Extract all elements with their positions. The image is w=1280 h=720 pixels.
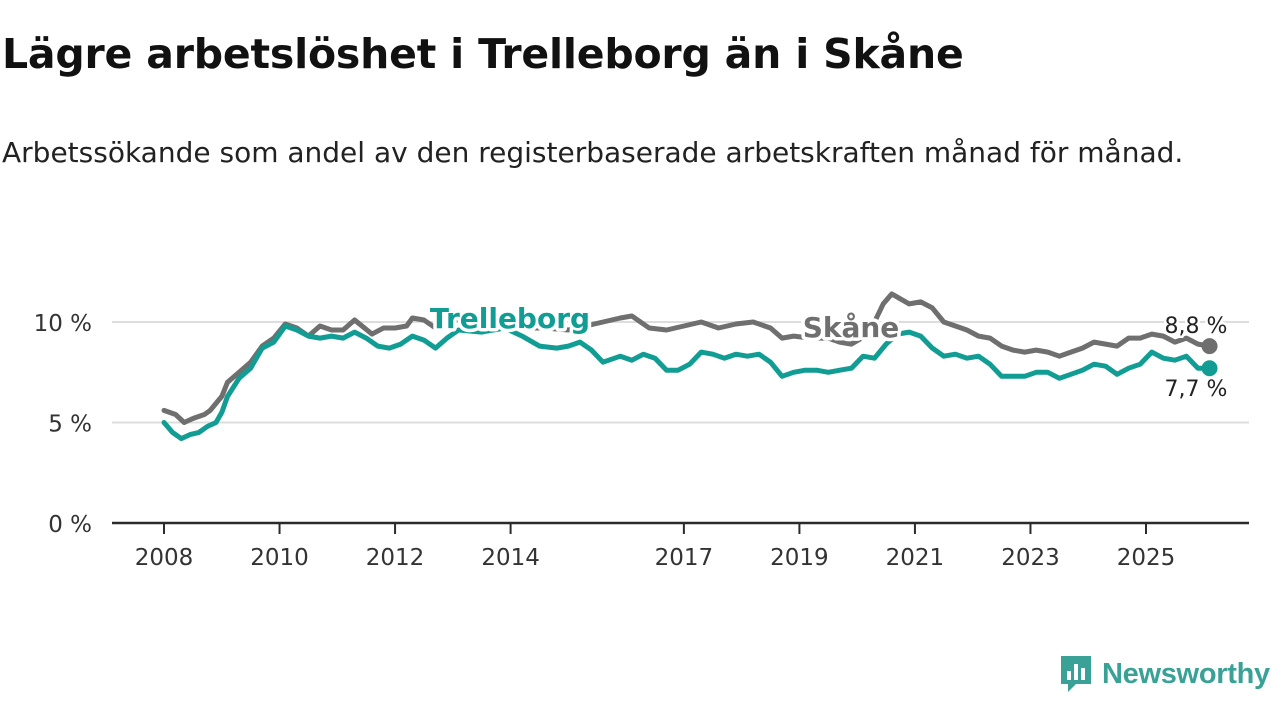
end-value-label-skåne: 8,8 % [1165,314,1228,339]
chart-subtitle: Arbetssökande som andel av den registerb… [2,136,1184,169]
x-tick-label: 2023 [1001,545,1060,571]
x-axis-ticks: 2008 2010 2012 2014 2017 2019 2021 2023 2025 [135,523,1176,571]
newsworthy-logo-icon [1061,656,1091,692]
x-tick-label: 2021 [886,545,945,571]
x-tick-label: 2017 [655,545,714,571]
line-chart: 0 %5 %10 % 2008 2010 2012 2014 2017 2019 2021 2… [34,291,1249,571]
series-labels: Skåne 8,8 % Trelleborg 7,7 % [426,299,1230,405]
series-end-marker-trelleborg [1201,360,1218,377]
series-end-marker-skåne [1201,338,1218,355]
series-line-trelleborg [161,323,1212,442]
end-value-label-trelleborg: 7,7 % [1165,377,1228,402]
x-tick-label: 2014 [481,545,540,571]
x-tick-label: 2010 [250,545,309,571]
series-line-skåne [161,291,1212,425]
x-tick-label: 2012 [366,545,425,571]
x-tick-label: 2008 [135,545,194,571]
y-tick-label: 10 % [34,311,92,337]
newsworthy-logo-text: Newsworthy [1102,657,1270,690]
y-axis-ticks: 0 % 5 % 10 % [34,311,92,538]
grid-lines [112,321,1249,424]
x-tick-label: 2025 [1117,545,1176,571]
y-tick-label: 5 % [48,412,92,438]
series-label-skåne: Skåne [803,311,900,344]
chart-title: Lägre arbetslöshet i Trelleborg än i Skå… [2,30,964,78]
y-tick-label: 0 % [48,512,92,538]
series-lines [161,291,1218,442]
x-tick-label: 2019 [770,545,829,571]
newsworthy-logo: Newsworthy [1058,654,1270,694]
series-label-trelleborg: Trelleborg [430,302,590,335]
